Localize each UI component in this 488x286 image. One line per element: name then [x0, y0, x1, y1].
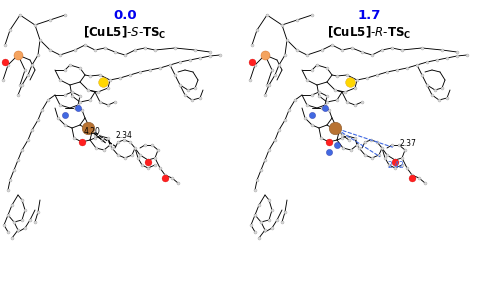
Text: 2.42: 2.42 [386, 162, 403, 170]
Text: 0.0: 0.0 [113, 9, 136, 22]
Text: 1.7: 1.7 [357, 9, 380, 22]
Text: $\mathbf{[CuL5]\text{-}}\mathit{R}\mathbf{\text{-}TS_C}$: $\mathbf{[CuL5]\text{-}}\mathit{R}\mathb… [326, 25, 410, 41]
Text: 2.34: 2.34 [115, 132, 132, 140]
Text: 4.20: 4.20 [83, 128, 100, 136]
Text: 2.37: 2.37 [399, 138, 416, 148]
Text: $\mathbf{[CuL5]\text{-}}\mathit{S}\mathbf{\text{-}TS_C}$: $\mathbf{[CuL5]\text{-}}\mathit{S}\mathb… [83, 25, 166, 41]
